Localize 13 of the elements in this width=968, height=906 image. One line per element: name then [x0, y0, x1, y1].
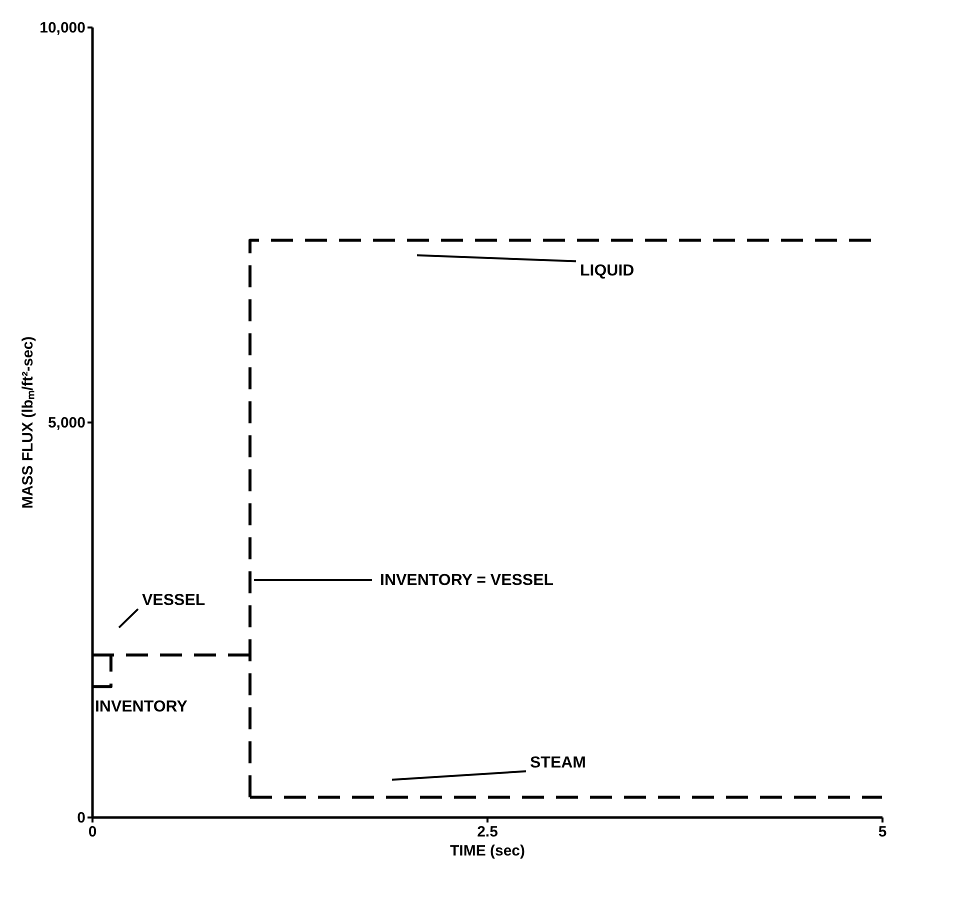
series-label: INVENTORY — [94, 698, 188, 716]
annotation: INVENTORY = VESSEL — [380, 572, 554, 589]
x-axis-title: TIME (sec) — [450, 842, 526, 860]
x-tick-label: 2.5 — [477, 824, 498, 840]
series-label: STEAM — [530, 754, 586, 772]
x-tick-label: 5 — [878, 824, 887, 840]
text: VESSEL — [142, 592, 206, 610]
y-axis-title: MASS FLUX (lbₘ/ft²-sec) — [20, 336, 37, 509]
y-tick-label: 5,000 — [48, 414, 86, 432]
series-label: LIQUID — [580, 262, 634, 280]
x-tick-label: 0 — [88, 824, 97, 840]
y-tick-label: 10,000 — [40, 20, 86, 36]
y-tick-label: 0 — [77, 810, 86, 826]
